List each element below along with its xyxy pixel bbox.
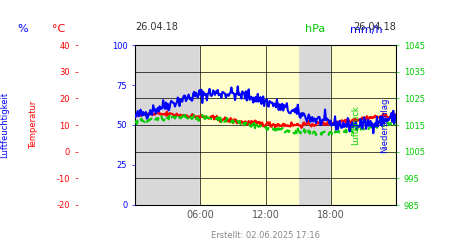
- Text: mm/h: mm/h: [351, 24, 383, 34]
- Bar: [135, 45, 200, 205]
- Text: %: %: [17, 24, 28, 34]
- Text: Temperatur: Temperatur: [29, 101, 38, 149]
- Text: Niederschlag: Niederschlag: [380, 97, 389, 153]
- Text: 26.04.18: 26.04.18: [353, 22, 396, 32]
- Bar: [298, 45, 331, 205]
- Text: Luftdruck: Luftdruck: [351, 105, 360, 145]
- Text: 26.04.18: 26.04.18: [135, 22, 178, 32]
- Text: °C: °C: [52, 24, 65, 34]
- Bar: [331, 45, 396, 205]
- Text: hPa: hPa: [305, 24, 325, 34]
- Bar: [200, 45, 298, 205]
- Text: Luftfeuchtigkeit: Luftfeuchtigkeit: [0, 92, 9, 158]
- Text: Erstellt: 02.06.2025 17:16: Erstellt: 02.06.2025 17:16: [211, 231, 320, 240]
